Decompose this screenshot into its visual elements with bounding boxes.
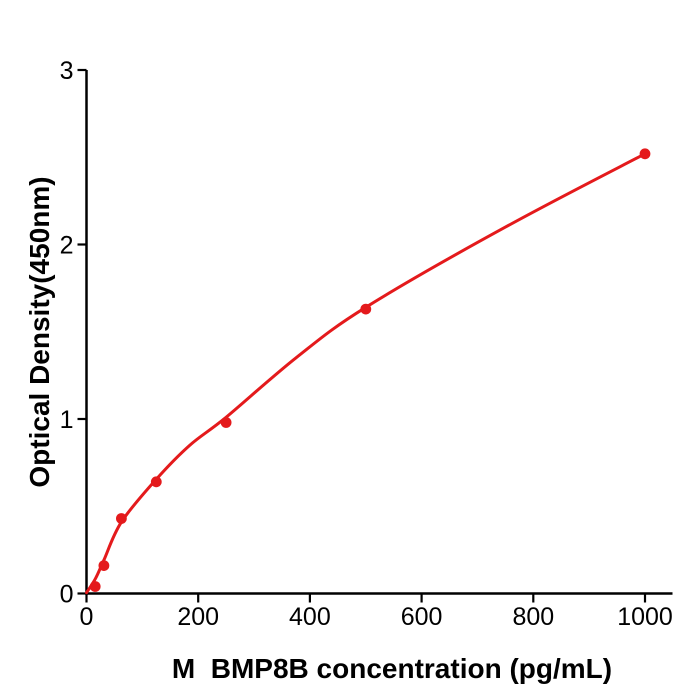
y-tick-label: 1 xyxy=(60,406,74,434)
data-point xyxy=(639,148,651,160)
x-tick-label: 400 xyxy=(289,603,331,631)
x-axis-title: M BMP8B concentration (pg/mL) xyxy=(171,653,613,684)
y-tick-label: 3 xyxy=(60,57,74,85)
x-tick-label: 200 xyxy=(177,603,219,631)
x-tick-label: 1000 xyxy=(617,603,673,631)
y-axis-title: Optical Density(450nm) xyxy=(24,176,55,488)
data-point xyxy=(360,303,372,315)
x-tick-label: 600 xyxy=(401,603,443,631)
data-point xyxy=(116,513,127,524)
data-point xyxy=(98,560,110,571)
x-tick-label: 0 xyxy=(80,603,94,631)
data-point xyxy=(89,581,101,592)
data-point xyxy=(150,476,162,488)
x-tick-label: 800 xyxy=(512,603,554,631)
fit-curve xyxy=(85,152,647,595)
y-tick-label: 2 xyxy=(60,232,74,260)
y-tick-label: 0 xyxy=(60,581,74,609)
data-point xyxy=(220,417,232,428)
